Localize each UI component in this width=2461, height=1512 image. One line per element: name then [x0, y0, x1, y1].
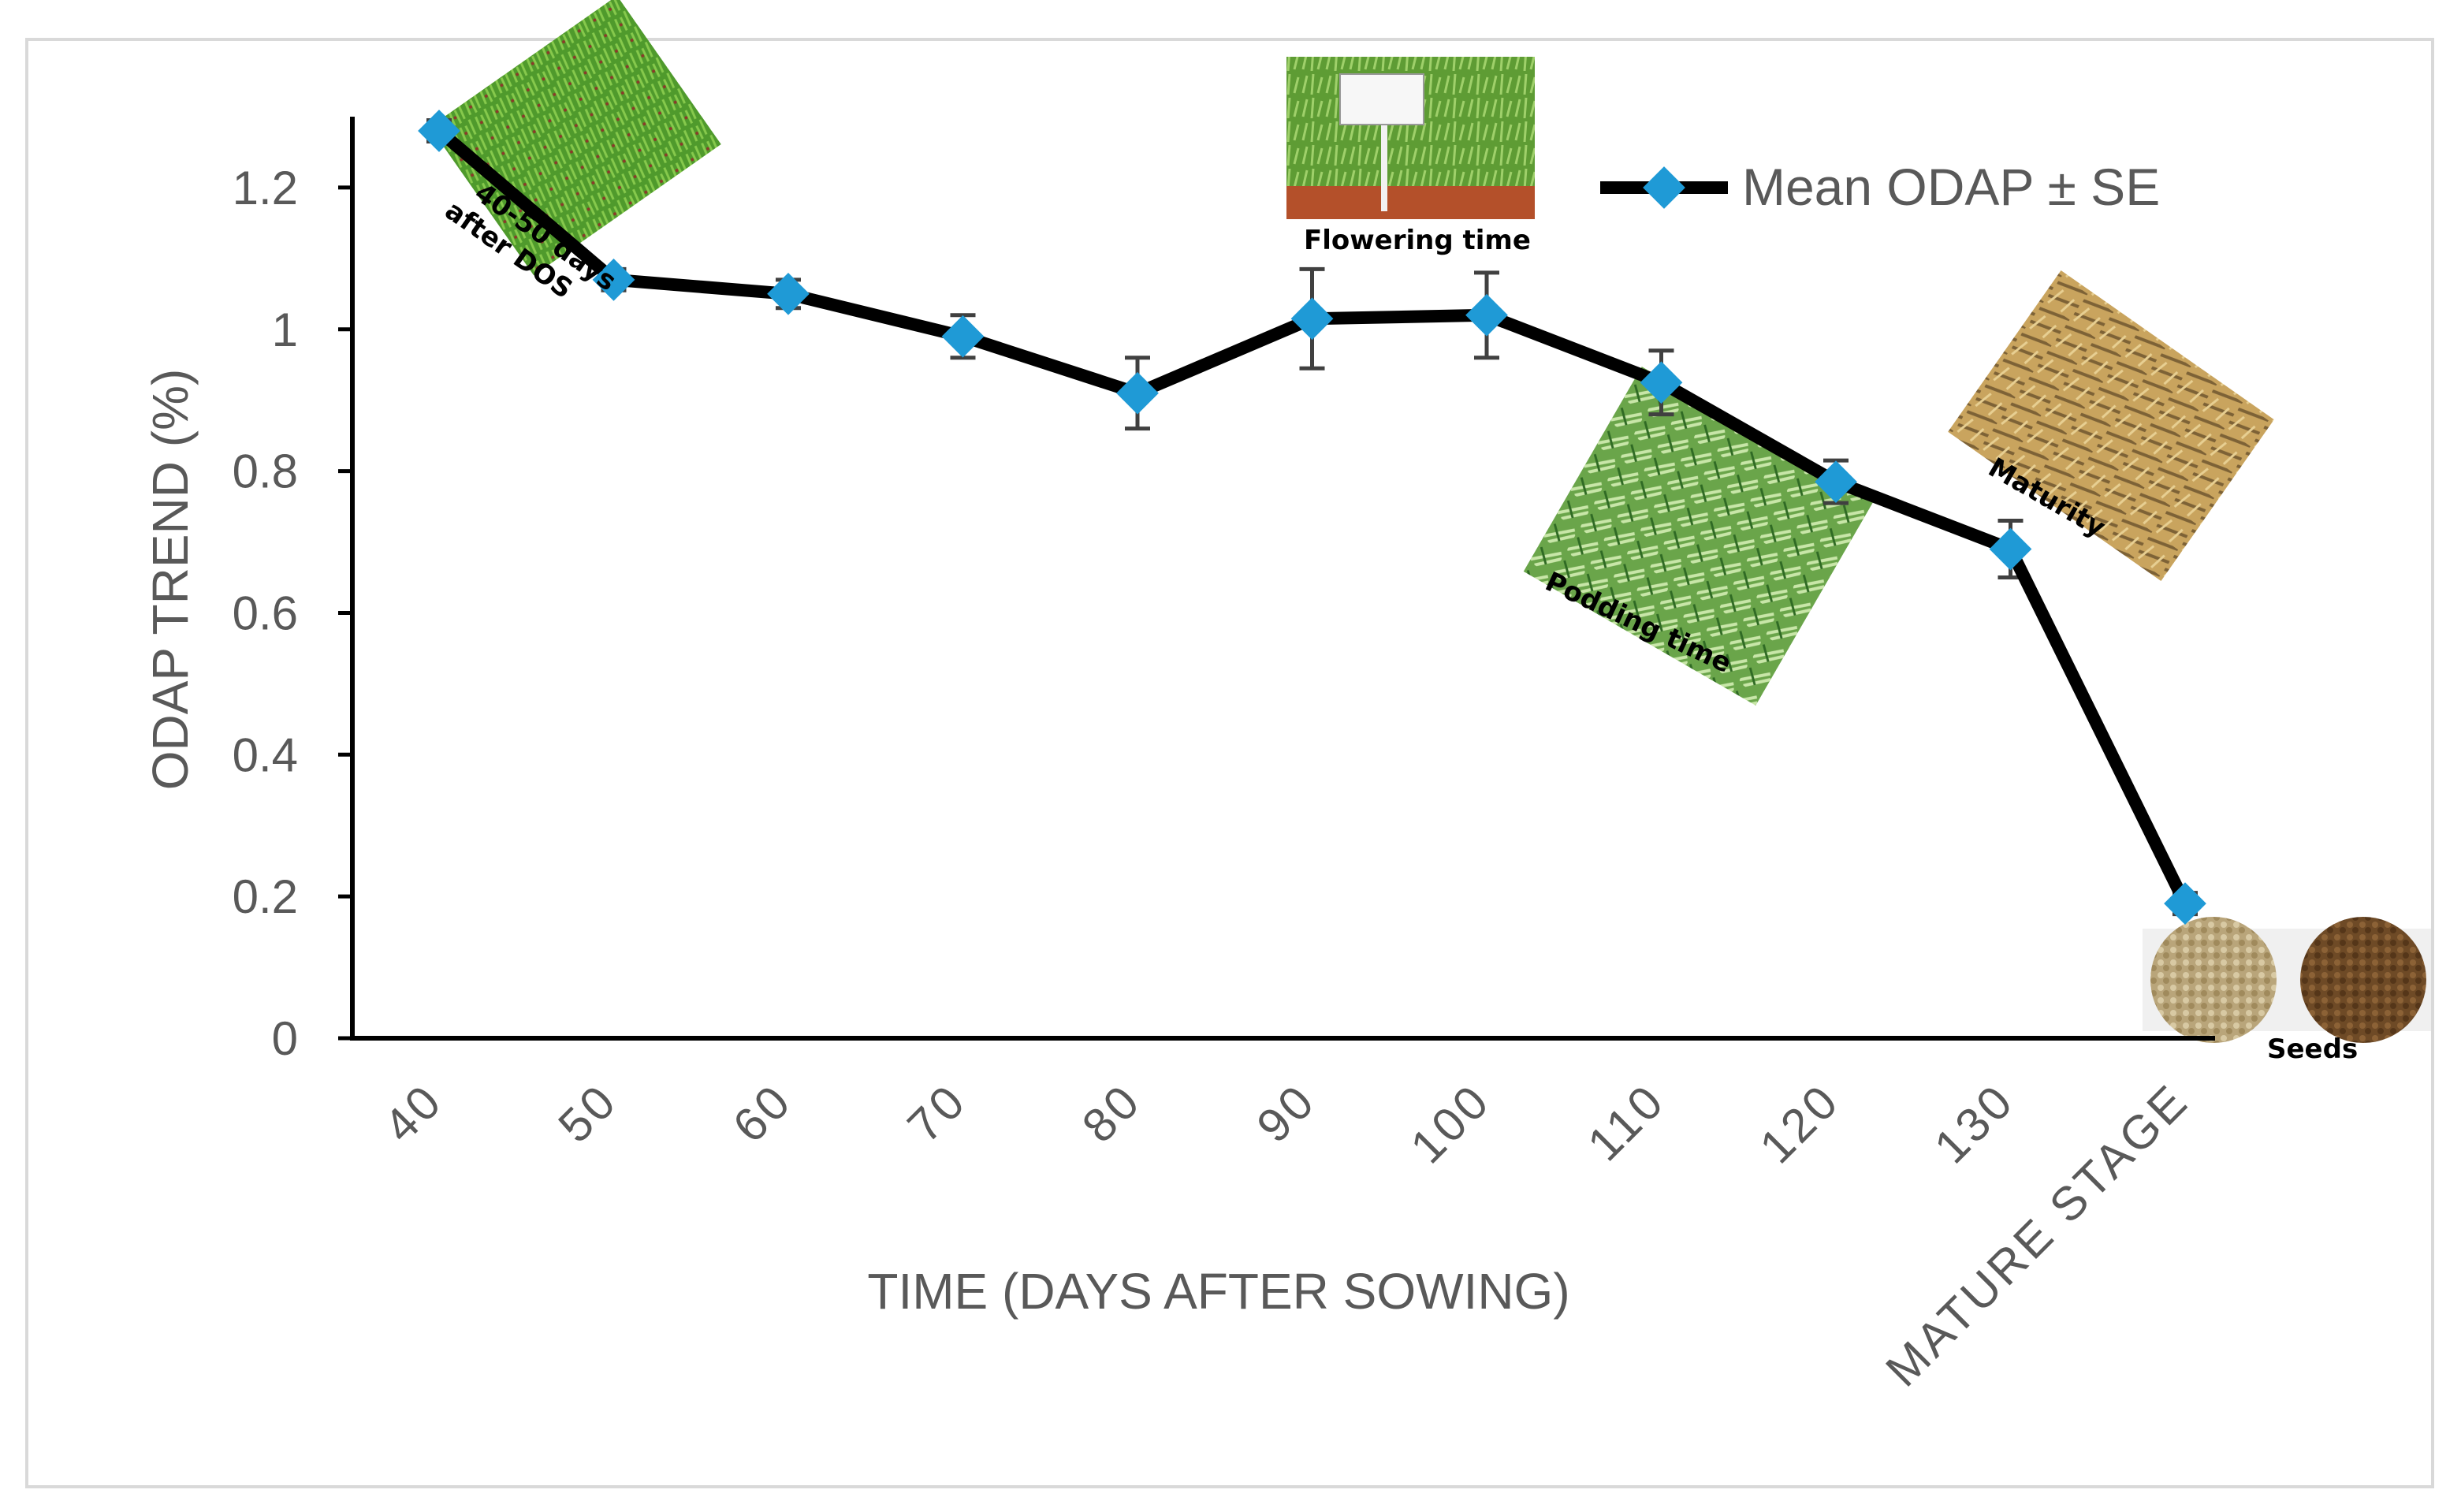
data-point: [1290, 297, 1334, 341]
data-point: [1116, 371, 1159, 415]
x-tick-label: 120: [1750, 1074, 1850, 1174]
data-point: [941, 315, 985, 358]
x-tick-label: MATURE STAGE: [1875, 1074, 2199, 1397]
legend-marker-swatch: [1643, 166, 1685, 209]
legend: Mean ODAP ± SE: [1600, 158, 2160, 216]
x-axis-title: TIME (DAYS AFTER SOWING): [867, 1263, 1569, 1320]
y-tick-label: 1: [272, 304, 298, 356]
y-tick-label: 0.2: [233, 870, 298, 923]
x-tick-label: 130: [1924, 1074, 2024, 1174]
chart-frame: [25, 38, 2434, 1488]
legend-entry: Mean ODAP ± SE: [1742, 158, 2160, 216]
y-tick-label: 0: [272, 1012, 298, 1065]
y-tick-label: 0.4: [233, 728, 298, 781]
x-tick-label: 100: [1401, 1074, 1501, 1174]
flowering-field-photo: [1286, 57, 1535, 219]
y-tick-label: 0.8: [233, 445, 298, 498]
y-tick-label: 0.6: [233, 587, 298, 639]
annotation-flowering: Flowering time: [1304, 225, 1531, 256]
x-tick-label: 90: [1246, 1074, 1325, 1153]
mature-field-photo: [1948, 270, 2274, 582]
x-tick-label: 80: [1072, 1074, 1151, 1153]
data-point: [1989, 527, 2032, 571]
x-tick-label: 110: [1577, 1074, 1675, 1171]
y-tick-label: 1.2: [233, 162, 298, 214]
data-point: [1465, 293, 1508, 337]
young-plants-photo: [430, 0, 721, 276]
x-tick-label: 70: [897, 1074, 976, 1153]
data-point: [2164, 882, 2206, 925]
annotation-seeds: Seeds: [2267, 1033, 2358, 1065]
x-tick-label: 60: [723, 1074, 802, 1153]
x-tick-label: 40: [374, 1074, 452, 1153]
y-axis-title: ODAP TREND (%): [142, 369, 199, 791]
data-point: [767, 272, 810, 315]
seeds-photo: [2143, 917, 2431, 1043]
x-tick-label: 50: [548, 1074, 627, 1153]
